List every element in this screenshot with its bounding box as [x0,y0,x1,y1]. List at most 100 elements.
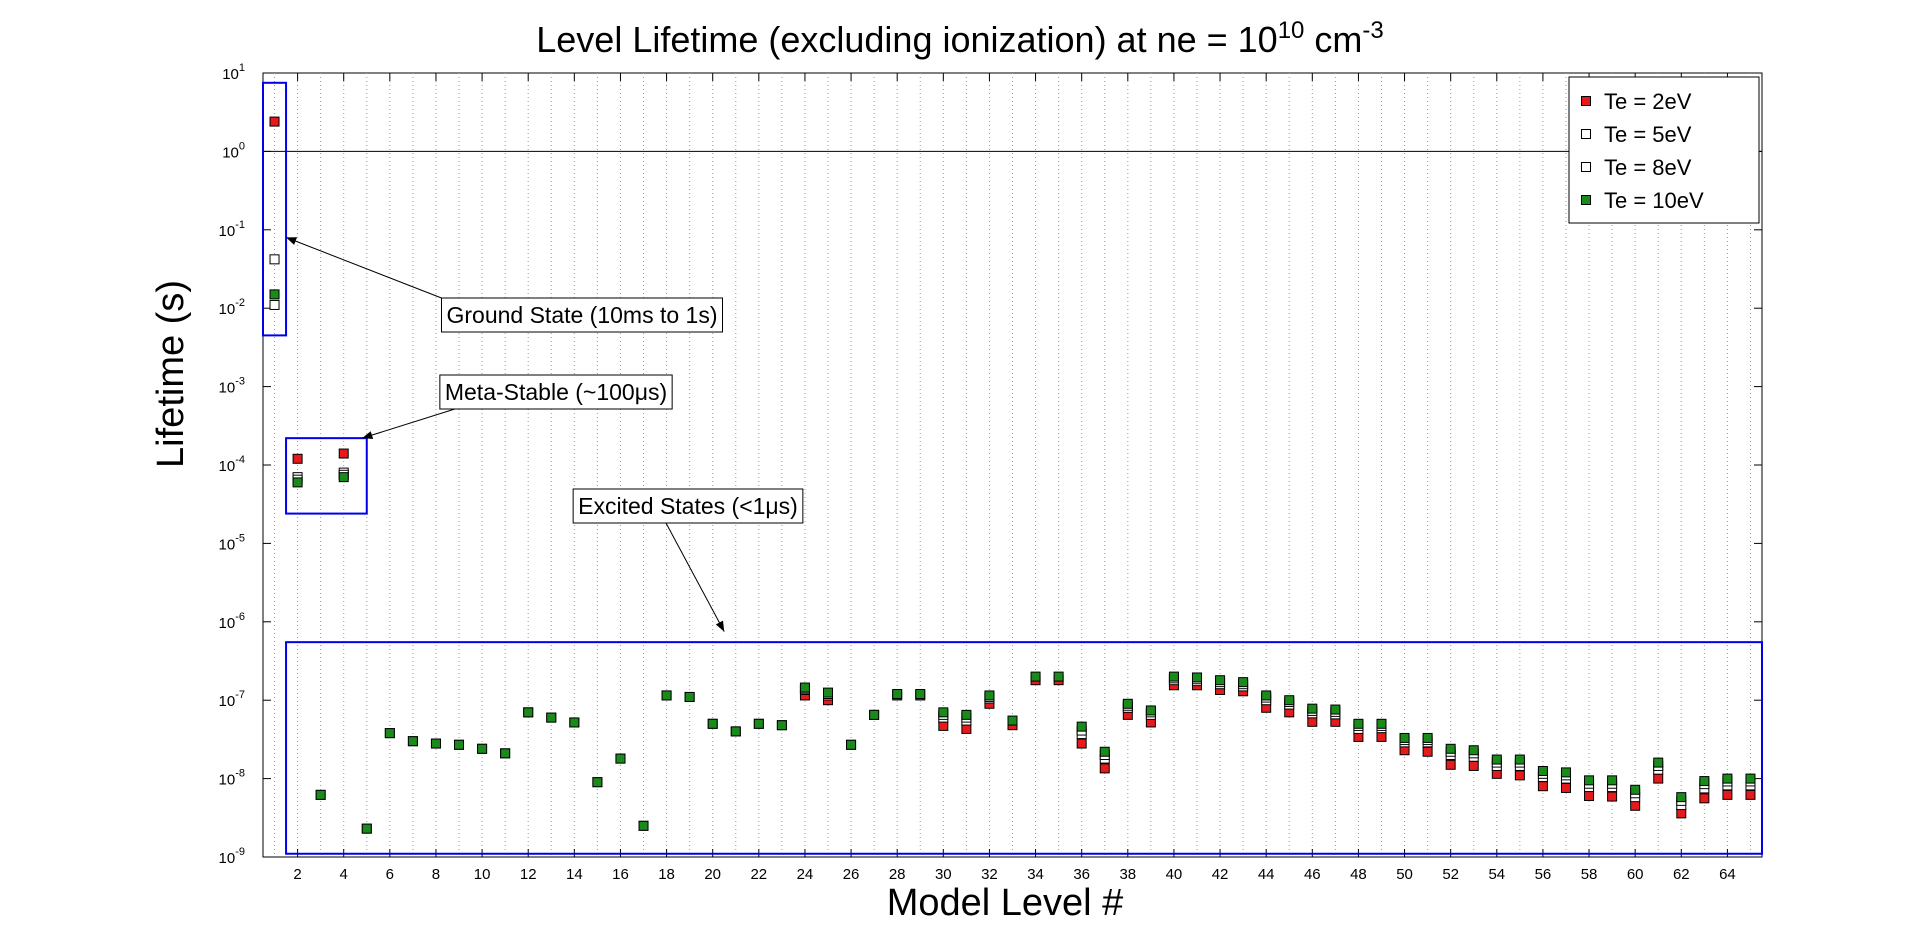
legend-label: Te = 10eV [1604,188,1704,213]
x-tick-label: 36 [1073,866,1090,883]
marker-te-10ev [1607,775,1618,786]
x-tick-label: 42 [1212,866,1229,883]
x-tick-label: 44 [1258,866,1275,883]
ground-state-box [262,81,288,337]
marker-te-10ev [1722,773,1733,784]
marker-te-10ev [1399,732,1410,743]
x-tick-label: 34 [1027,866,1044,883]
marker-te-2ev [961,723,972,734]
marker-te-2ev [1376,731,1387,742]
marker-te-10ev [938,707,949,718]
marker-te-10ev [915,688,926,699]
marker-te-10ev [1560,767,1571,778]
marker-te-10ev [1422,732,1433,743]
marker-te-10ev [315,789,326,800]
marker-te-10ev [892,688,903,699]
marker-te-2ev [1468,760,1479,771]
x-tick-label: 40 [1166,866,1183,883]
marker-te-10ev [823,687,834,698]
marker-te-10ev [1676,792,1687,803]
marker-te-10ev [1238,677,1249,688]
marker-te-8ev [269,299,280,310]
marker-te-2ev [1422,746,1433,757]
marker-te-10ev [1099,746,1110,757]
marker-te-2ev [1676,808,1687,819]
marker-te-10ev [1468,745,1479,756]
y-tick-label: 10-2 [219,297,245,318]
marker-te-10ev [684,691,695,702]
marker-te-5ev [269,254,280,265]
marker-te-10ev [592,777,603,788]
ground-state-label: Ground State (10ms to 1s) [446,302,717,328]
marker-te-10ev [1261,690,1272,701]
marker-te-10ev [1191,672,1202,683]
marker-te-10ev [846,739,857,750]
marker-te-10ev [730,726,741,737]
x-tick-label: 6 [386,866,394,883]
x-tick-label: 64 [1719,866,1736,883]
marker-te-10ev [1145,705,1156,716]
x-tick-label: 22 [750,866,767,883]
marker-te-2ev [1560,782,1571,793]
chart-title: Level Lifetime (excluding ionization) at… [536,17,1384,60]
x-tick-label: 8 [432,866,440,883]
x-tick-label: 26 [843,866,860,883]
marker-te-10ev [799,682,810,693]
marker-te-2ev [1630,800,1641,811]
y-tick-label: 10-3 [219,376,245,397]
marker-te-10ev [984,690,995,701]
x-tick-label: 24 [797,866,814,883]
marker-te-10ev [338,472,349,483]
legend-box [1568,76,1760,224]
marker-te-2ev [1307,716,1318,727]
x-tick-label: 38 [1119,866,1136,883]
x-tick-label: 14 [566,866,583,883]
x-tick-label: 28 [889,866,906,883]
legend-label: Te = 5eV [1604,122,1692,147]
annotations: Ground State (10ms to 1s) Meta-Stable (~1… [262,81,1763,855]
marker-te-10ev [1445,743,1456,754]
y-tick-label: 10-6 [219,611,245,632]
marker-te-10ev [753,718,764,729]
marker-te-2ev [1584,790,1595,801]
y-tick-label: 10-1 [219,219,245,240]
x-axis: 2 4 6 8 10 12 14 16 18 20 22 24 26 28 30 32 34 36 38 40 42 44… [293,73,1736,883]
marker-te-10ev [292,477,303,488]
data-markers [269,116,1756,834]
legend-label: Te = 2eV [1604,89,1692,114]
marker-te-10ev [1284,695,1295,706]
y-tick-label: 10-9 [219,846,245,867]
marker-te-10ev [546,712,557,723]
marker-te-2ev [1653,773,1664,784]
marker-te-2ev [1537,781,1548,792]
excited-states-label: Excited States (<1μs) [578,493,798,519]
x-tick-label: 56 [1535,866,1552,883]
marker-te-10ev [384,728,395,739]
marker-te-10ev [1030,671,1041,682]
marker-te-10ev [269,289,280,300]
x-tick-label: 32 [981,866,998,883]
marker-te-10ev [569,717,580,728]
x-tick-label: 62 [1673,866,1690,883]
marker-te-10ev [407,736,418,747]
legend-swatch [1581,195,1591,205]
y-axis-label: Lifetime (s) [150,280,192,468]
marker-te-10ev [1215,675,1226,686]
marker-te-10ev [1122,698,1133,709]
marker-te-10ev [454,739,465,750]
x-tick-label: 10 [474,866,491,883]
excited-states-box [285,641,1763,855]
x-tick-label: 30 [935,866,952,883]
x-tick-label: 52 [1442,866,1459,883]
y-axis: 101 100 10-1 10-2 10-3 10-4 10-5 10-6 10-7 10-8 10… [219,62,1762,867]
marker-te-10ev [961,709,972,720]
meta-stable-label: Meta-Stable (~100μs) [445,379,667,405]
marker-te-2ev [269,116,280,127]
x-tick-label: 2 [293,866,301,883]
marker-te-10ev [1376,718,1387,729]
marker-te-10ev [1053,671,1064,682]
marker-te-10ev [477,743,488,754]
marker-te-10ev [1630,784,1641,795]
x-tick-label: 50 [1396,866,1413,883]
